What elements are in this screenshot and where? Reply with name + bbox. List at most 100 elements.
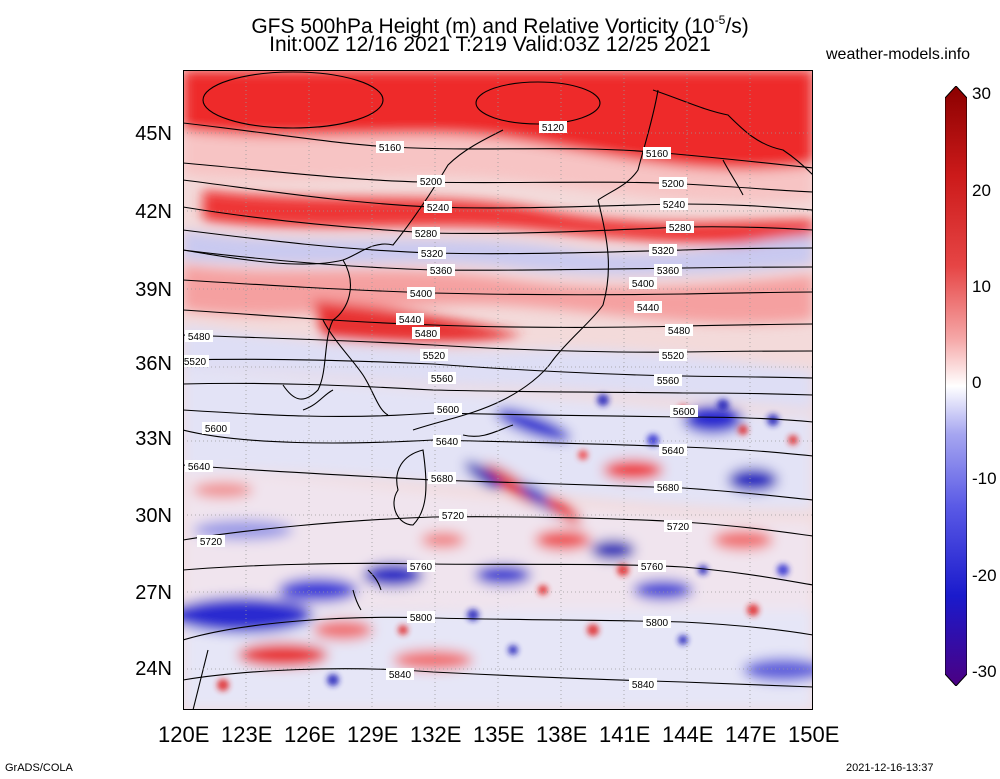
contour-label-bg xyxy=(670,405,698,417)
lat-label: 33N xyxy=(135,428,172,450)
contour-label: 5160 xyxy=(646,149,669,160)
colorbar-label: 20 xyxy=(972,181,991,200)
contour-label-bg xyxy=(629,678,657,690)
chart-title: GFS 500hPa Height (m) and Relative Vorti… xyxy=(251,13,749,38)
lat-label: 36N xyxy=(135,353,172,375)
contour-label-bg xyxy=(407,560,435,572)
contour-label: 5760 xyxy=(410,562,433,573)
vorticity-map: 5120 5160 5160 5200 5200 5240 5240 5280 5280 5320… xyxy=(183,70,813,710)
contour-label-bg xyxy=(412,327,440,339)
lat-label: 39N xyxy=(135,279,172,301)
lon-label: 126E xyxy=(284,722,336,747)
contour-label-bg xyxy=(665,324,693,336)
lon-label: 144E xyxy=(662,722,714,747)
contour-label-bg xyxy=(659,444,687,456)
colorbar-label: -20 xyxy=(972,566,997,585)
contour-label: 5320 xyxy=(421,249,444,260)
contour-label: 5680 xyxy=(431,474,454,485)
contour-label: 5400 xyxy=(632,279,655,290)
colorbar-label: -30 xyxy=(972,662,997,681)
contour-label-bg xyxy=(638,560,666,572)
contour-label-bg xyxy=(427,264,455,276)
contour-label-bg xyxy=(197,535,225,547)
contour-label-bg xyxy=(643,616,671,628)
contour-label: 5640 xyxy=(188,462,211,473)
colorbar-label: 0 xyxy=(972,373,982,392)
contour-label: 5720 xyxy=(667,522,690,533)
contour-label: 5600 xyxy=(673,407,696,418)
contour-label-bg xyxy=(424,201,452,213)
latitude-axis: 45N 42N 39N 36N 33N 30N 27N 24N xyxy=(120,0,172,779)
contour-label: 5200 xyxy=(662,179,685,190)
contour-label: 5360 xyxy=(657,266,680,277)
contour-label: 5280 xyxy=(415,229,438,240)
lat-label: 27N xyxy=(135,582,172,604)
contour-label: 5560 xyxy=(657,376,680,387)
lon-label: 129E xyxy=(347,722,399,747)
contour-label-bg xyxy=(420,349,448,361)
contour-label-bg xyxy=(407,287,435,299)
lat-label: 45N xyxy=(135,123,172,145)
lat-label: 42N xyxy=(135,201,172,223)
contour-label-bg xyxy=(418,247,446,259)
contour-label-bg xyxy=(434,403,462,415)
contour-label-bg xyxy=(439,509,467,521)
contour-label: 5520 xyxy=(662,351,685,362)
contour-label-bg xyxy=(185,460,213,472)
contour-label-bg xyxy=(659,349,687,361)
lon-label: 147E xyxy=(725,722,777,747)
contour-label-bg xyxy=(654,374,682,386)
contour-label: 5680 xyxy=(657,483,680,494)
contour-label: 5600 xyxy=(205,424,228,435)
contour-label-bg xyxy=(396,313,424,325)
contour-label: 5480 xyxy=(188,332,211,343)
contour-label: 5800 xyxy=(410,613,433,624)
site-credit: weather-models.info xyxy=(826,46,971,63)
contour-label-bg xyxy=(643,147,671,159)
contour-label-bg xyxy=(433,435,461,447)
contour-label-bg xyxy=(649,244,677,256)
contour-label-bg xyxy=(664,520,692,532)
colorbar-label: -10 xyxy=(972,469,997,488)
contour-label: 5480 xyxy=(415,329,438,340)
lon-label: 150E xyxy=(788,722,840,747)
contour-label: 5280 xyxy=(669,223,692,234)
contour-label-bg xyxy=(659,177,687,189)
contour-label: 5640 xyxy=(662,446,685,457)
contour-label-bg xyxy=(666,221,694,233)
contour-label: 5120 xyxy=(542,123,565,134)
contour-label: 5480 xyxy=(668,326,691,337)
contour-label: 5320 xyxy=(652,246,675,257)
contour-label: 5160 xyxy=(379,143,402,154)
contour-label-bg xyxy=(654,481,682,493)
lon-label: 141E xyxy=(599,722,651,747)
software-credit: GrADS/COLA xyxy=(5,762,73,774)
contour-label: 5440 xyxy=(637,303,660,314)
height-contours xyxy=(183,71,813,688)
lon-label: 123E xyxy=(221,722,273,747)
contour-label-bg xyxy=(386,668,414,680)
contour-label: 5240 xyxy=(663,200,686,211)
contour-label-bg xyxy=(202,422,230,434)
contour-label-bg xyxy=(183,355,209,367)
contour-label: 5520 xyxy=(184,357,207,368)
contour-label: 5840 xyxy=(389,670,412,681)
contour-label-bg xyxy=(428,472,456,484)
lat-label: 30N xyxy=(135,505,172,527)
contour-label: 5720 xyxy=(442,511,465,522)
contour-label-bg xyxy=(660,198,688,210)
colorbar-label: 10 xyxy=(972,277,991,296)
coastlines xyxy=(183,89,813,710)
contour-label: 5800 xyxy=(646,618,669,629)
generation-timestamp: 2021-12-16-13:37 xyxy=(846,762,934,774)
lon-label: 138E xyxy=(536,722,588,747)
contour-label: 5360 xyxy=(430,266,453,277)
colorbar xyxy=(945,86,967,686)
contour-label-bg xyxy=(539,121,567,133)
contour-label-bg xyxy=(417,175,445,187)
colorbar-label: 30 xyxy=(972,84,991,103)
contour-label: 5760 xyxy=(641,562,664,573)
contour-label-bg xyxy=(654,264,682,276)
contour-label-bg xyxy=(428,372,456,384)
lon-label: 120E xyxy=(158,722,210,747)
